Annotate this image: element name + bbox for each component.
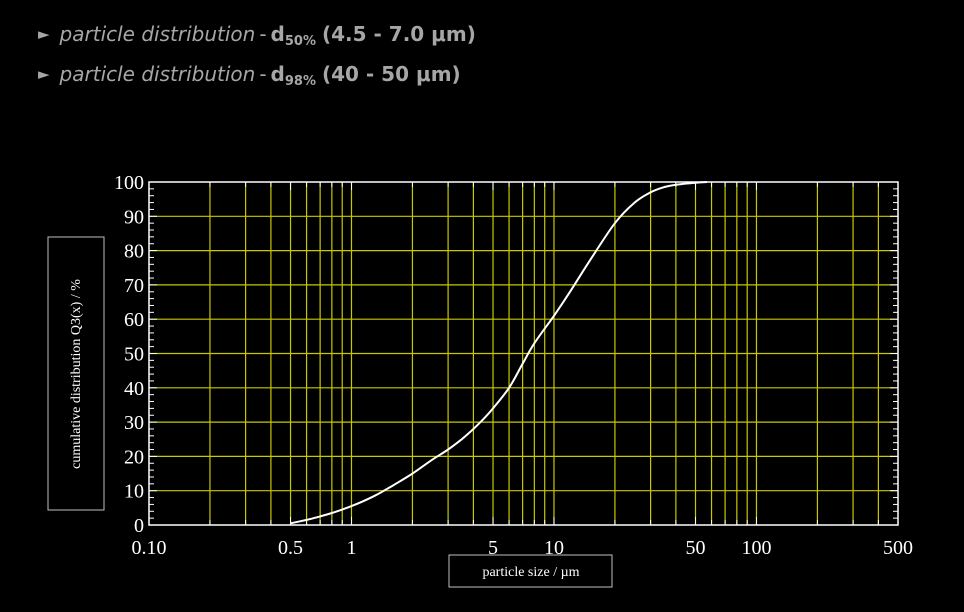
d50-symbol: d50%	[270, 22, 316, 49]
y-tick-label: 90	[124, 206, 144, 228]
d50-term: particle distribution	[59, 22, 256, 46]
d98-symbol-letter: d	[270, 62, 285, 86]
x-tick-label: 0.5	[278, 537, 303, 559]
y-tick-label: 30	[124, 412, 144, 434]
x-tick-label: 100	[741, 537, 771, 559]
d50-separator: -	[259, 22, 267, 46]
x-tick-label: 10	[544, 537, 564, 559]
y-tick-label: 70	[124, 275, 144, 297]
x-tick-label: 1	[346, 537, 356, 559]
d98-term: particle distribution	[59, 62, 256, 86]
y-axis-label-box: cumulative distribution Q3(x) / %	[47, 236, 105, 511]
x-tick-label: 500	[883, 537, 913, 559]
y-tick-label: 10	[124, 481, 144, 503]
tick-label-layer: 0.10 0.5 1 5 10 50 100 500 0 10 20 30 40 50 60 70 80 90 10…	[114, 172, 913, 559]
y-axis-label: cumulative distribution Q3(x) / %	[69, 279, 84, 469]
y-tick-label: 20	[124, 446, 144, 468]
d98-separator: -	[259, 62, 267, 86]
x-tick-label: 50	[686, 537, 706, 559]
y-tick-label: 40	[124, 378, 144, 400]
triangle-right-icon: ►	[38, 25, 50, 43]
y-tick-label: 0	[134, 515, 144, 537]
d50-symbol-letter: d	[270, 22, 285, 46]
x-tick-label: 0.10	[132, 537, 167, 559]
x-axis-label-box: particle size / µm	[448, 554, 613, 588]
cumulative-distribution-line	[290, 181, 708, 525]
triangle-right-icon: ►	[38, 65, 50, 83]
y-tick-label: 100	[114, 172, 144, 194]
d50-info-line: ► particle distribution - d50% (4.5 - 7.0 μm…	[38, 22, 476, 54]
x-axis-label: particle size / µm	[482, 565, 579, 580]
grid-layer	[149, 182, 898, 525]
y-tick-label: 80	[124, 241, 144, 263]
d98-symbol: d98%	[270, 62, 316, 89]
plot-frame	[148, 181, 899, 526]
d98-info-line: ► particle distribution - d98% (40 - 50 μm)	[38, 62, 461, 94]
d98-range: (40 - 50 μm)	[321, 62, 461, 86]
x-tick-label: 5	[488, 537, 498, 559]
y-tick-label: 50	[124, 344, 144, 366]
d98-symbol-subscript: 98%	[284, 74, 316, 89]
d50-symbol-subscript: 50%	[284, 34, 316, 49]
d50-range: (4.5 - 7.0 μm)	[321, 22, 476, 46]
y-tick-label: 60	[124, 309, 144, 331]
